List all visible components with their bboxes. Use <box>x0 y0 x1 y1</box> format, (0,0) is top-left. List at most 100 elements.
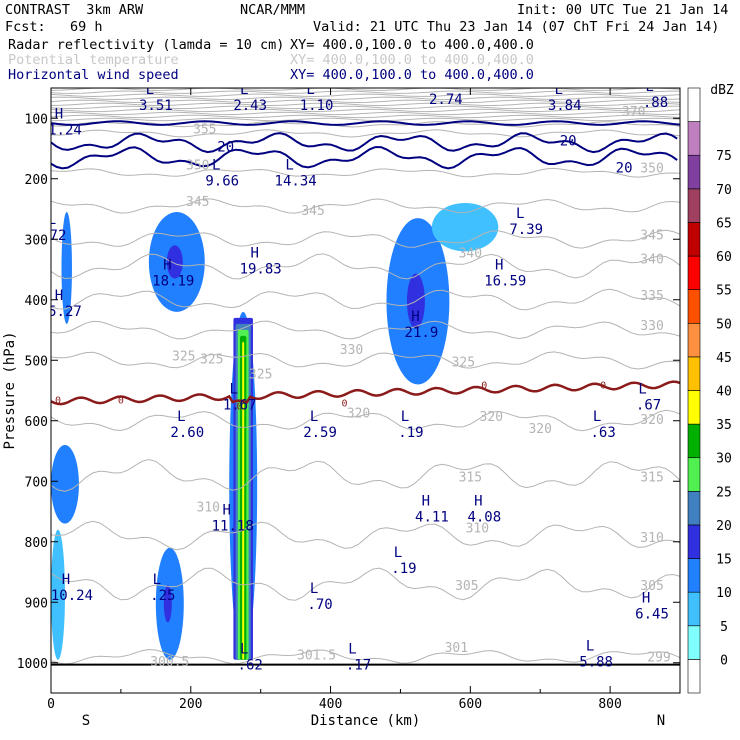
extremum-value: .25 <box>150 588 175 604</box>
theta-contour <box>51 129 680 138</box>
freezing-level-label: 0 <box>55 396 61 407</box>
wind-contour-20 <box>51 146 678 170</box>
wind-contour-upper <box>51 120 680 126</box>
field-xy-reflectivity: XY= 400.0,100.0 to 400.0,400.0 <box>290 37 534 53</box>
extremum-value: 2.43 <box>233 98 267 114</box>
y-tick-label: 400 <box>25 294 48 309</box>
y-tick-label: 900 <box>25 596 48 611</box>
x-tick-label: 600 <box>459 697 482 712</box>
extremum-marker: L <box>229 382 237 398</box>
extremum-marker: L <box>554 82 562 98</box>
extremum-marker: L <box>212 158 220 174</box>
theta-contour-upper <box>51 114 680 119</box>
colorbar-tick-label: 40 <box>716 385 732 400</box>
reflectivity-core <box>166 245 183 279</box>
freezing-level-label: 0 <box>342 399 348 410</box>
extremum-value: 14.34 <box>275 174 317 190</box>
theta-contour-upper <box>51 102 680 107</box>
extremum-value: 4.11 <box>415 510 449 526</box>
colorbar-swatch <box>687 423 701 459</box>
field-xy-theta: XY= 400.0,100.0 to 400.0,400.0 <box>290 52 534 68</box>
theta-contour-label: 301 <box>445 641 468 656</box>
colorbar-swatch <box>687 591 701 627</box>
extremum-value: 10.24 <box>51 588 93 604</box>
theta-contour-upper <box>51 88 680 91</box>
extremum-value: 3.51 <box>139 98 173 114</box>
extremum-value: 5.88 <box>579 655 613 671</box>
extremum-marker: L <box>645 79 653 95</box>
extremum-marker: L <box>48 212 56 228</box>
freezing-level-label: 0 <box>237 402 243 413</box>
x-end-label-left: S <box>82 713 90 729</box>
colorbar-swatch <box>687 390 701 425</box>
y-tick-label: 1000 <box>17 657 48 672</box>
extremum-marker: L <box>177 409 185 425</box>
colorbar-tick-label: 25 <box>716 485 732 500</box>
extremum-value: 72 <box>50 228 67 244</box>
extremum-value: .19 <box>398 425 423 441</box>
extremum-marker: L <box>516 206 524 222</box>
colorbar-swatch <box>687 222 701 257</box>
theta-contour-upper <box>51 105 680 110</box>
extremum-value: 6.45 <box>635 606 669 622</box>
colorbar-swatch <box>687 491 701 526</box>
theta-contour-label: 340 <box>459 246 482 261</box>
extremum-marker: L <box>306 82 314 98</box>
colorbar-tick-label: 20 <box>716 519 732 534</box>
valid-time-label: Valid: 21 UTC Thu 23 Jan 14 (07 ChT Fri … <box>313 19 720 35</box>
field-name-reflectivity: Radar reflectivity (lamda = 10 cm) <box>8 37 285 53</box>
extremum-marker: H <box>474 494 482 510</box>
theta-contour <box>51 121 680 128</box>
y-tick-label: 600 <box>25 415 48 430</box>
colorbar-unit: dBZ <box>710 83 734 98</box>
theta-contour-label: 320 <box>640 413 663 428</box>
extremum-marker: L <box>394 545 402 561</box>
y-tick-label: 700 <box>25 475 48 490</box>
extremum-value: 1.67 <box>223 398 257 414</box>
extremum-value: 1.10 <box>300 98 334 114</box>
colorbar-tick-label: 75 <box>716 149 732 164</box>
theta-contour-label: 315 <box>459 470 482 485</box>
extremum-marker: H <box>163 258 171 274</box>
theta-contour-label: 310 <box>640 531 663 546</box>
theta-contour-upper <box>51 117 680 122</box>
wind-contour-label: 20 <box>217 140 234 156</box>
theta-contour <box>51 520 680 551</box>
colorbar-swatch <box>687 255 701 290</box>
extremum-value: .88 <box>643 95 668 111</box>
y-tick-label: 300 <box>25 233 48 248</box>
theta-contour-label: 301.5 <box>297 649 336 664</box>
theta-contour-label: 345 <box>640 228 663 243</box>
extremum-marker: L <box>310 409 318 425</box>
theta-contour <box>51 198 680 214</box>
reflectivity-cell <box>51 444 79 524</box>
extremum-marker: H <box>222 503 230 519</box>
x-tick-label: 0 <box>47 697 55 712</box>
theta-contour-label: 310 <box>197 501 220 516</box>
theta-contour-label: 325 <box>200 352 223 367</box>
x-tick-label: 800 <box>598 697 621 712</box>
theta-contour <box>51 229 680 249</box>
extremum-value: 16.59 <box>484 274 526 290</box>
extremum-value: .63 <box>590 425 615 441</box>
colorbar-tick-label: 15 <box>716 553 732 568</box>
extremum-value: 7.39 <box>509 222 543 238</box>
extremum-value: 19.83 <box>240 261 282 277</box>
wind-contour-20 <box>51 132 678 154</box>
extremum-value: 5.27 <box>48 304 82 320</box>
colorbar-tick-label: 5 <box>720 620 728 635</box>
extremum-marker: H <box>62 572 70 588</box>
colorbar-swatch <box>687 289 701 324</box>
colorbar-tick-label: 0 <box>720 653 728 668</box>
colorbar-swatch <box>687 659 701 694</box>
extremum-marker: H <box>411 309 419 325</box>
colorbar-swatch <box>687 188 701 223</box>
model-label: CONTRAST 3km ARW <box>5 2 144 18</box>
theta-contour-upper <box>51 96 680 101</box>
theta-contour <box>51 409 680 432</box>
colorbar-swatch <box>687 356 701 391</box>
forecast-hour-label: Fcst: 69 h <box>5 19 103 35</box>
theta-contour <box>51 458 680 492</box>
x-end-label-right: N <box>657 713 665 729</box>
extremum-marker: L <box>348 642 356 658</box>
